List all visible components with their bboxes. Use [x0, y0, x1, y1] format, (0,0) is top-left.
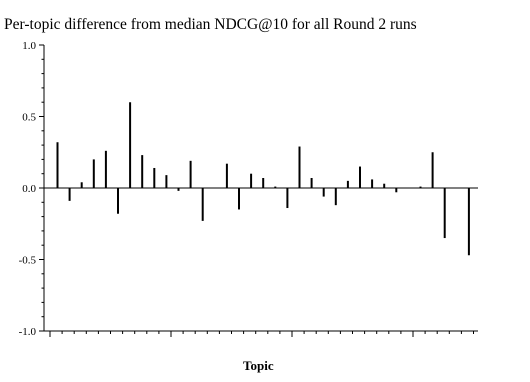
x-axis-label: Topic	[243, 358, 274, 373]
y-tick-label: 0.0	[22, 183, 36, 195]
y-tick-label: 0.5	[22, 112, 36, 124]
y-axis: 1.0 0.5 0.0 -0.5 -1.0	[19, 40, 45, 338]
y-tick-label: 1.0	[22, 40, 36, 52]
x-axis	[44, 187, 478, 337]
y-tick-label: -0.5	[19, 255, 37, 267]
chart-title: Per-topic difference from median NDCG@10…	[4, 16, 417, 33]
bar-series	[56, 102, 470, 256]
y-tick-label: -1.0	[19, 326, 37, 338]
